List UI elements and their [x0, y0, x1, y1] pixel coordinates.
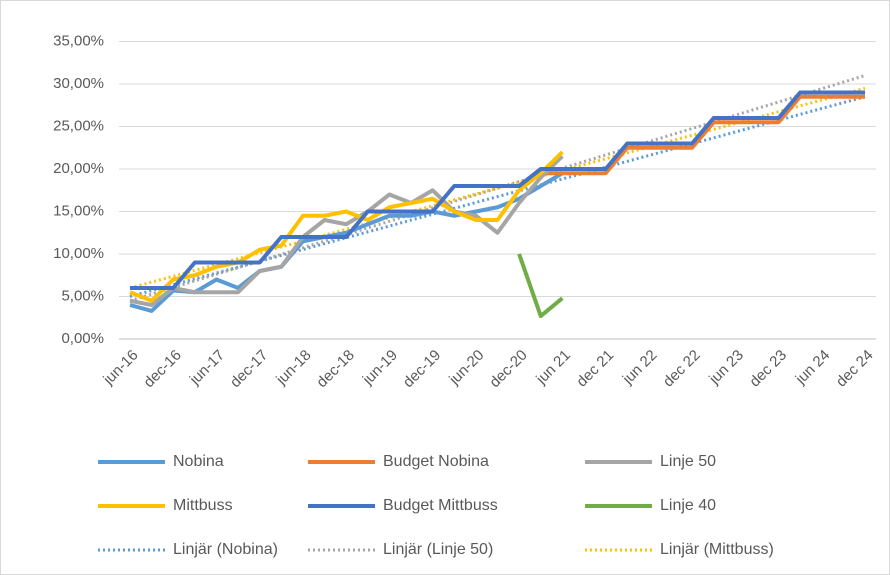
legend-label: Linje 40 [660, 497, 716, 514]
y-tick-label: 0,00% [61, 330, 104, 347]
series-line [129, 171, 564, 313]
series-line [129, 154, 564, 307]
y-tick-label: 35,00% [53, 32, 104, 49]
legend-label: Mittbuss [173, 497, 233, 514]
y-tick-label: 15,00% [53, 202, 104, 219]
y-tick-label: 10,00% [53, 245, 104, 262]
series-line [130, 90, 865, 290]
series-line [517, 253, 564, 319]
trend-line [129, 74, 866, 303]
legend-label: Linjär (Nobina) [173, 541, 278, 558]
y-tick-label: 30,00% [53, 75, 104, 92]
y-tick-label: 20,00% [53, 160, 104, 177]
legend-label: Linjär (Linje 50) [383, 541, 493, 558]
series-line [129, 150, 564, 303]
series-line [540, 94, 865, 176]
y-tick-label: 5,00% [61, 287, 104, 304]
legend-label: Budget Mittbuss [383, 497, 498, 514]
legend-label: Nobina [173, 453, 224, 470]
legend-label: Budget Nobina [383, 453, 489, 470]
legend-label: Linje 50 [660, 453, 716, 470]
legend-label: Linjär (Mittbuss) [660, 541, 774, 558]
y-tick-label: 25,00% [53, 117, 104, 134]
